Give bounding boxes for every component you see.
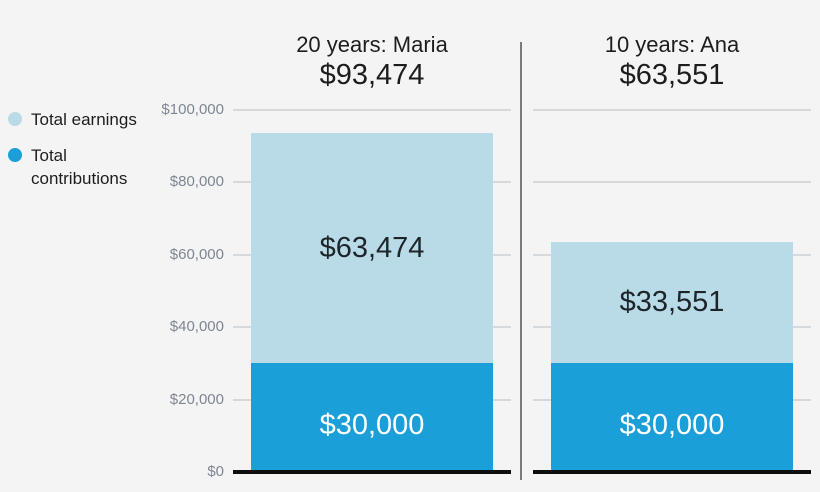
legend-label-contributions: Total contributions xyxy=(31,146,128,188)
contributions-value-label-ana: $30,000 xyxy=(619,409,725,441)
total-value-ana: $63,551 xyxy=(619,59,725,91)
earnings-value-label-maria: $63,474 xyxy=(319,231,425,264)
legend-label-earnings: Total earnings xyxy=(31,110,137,129)
y-tick-60000: $60,000 xyxy=(169,245,224,263)
gridline xyxy=(533,181,811,183)
earnings-swatch-icon xyxy=(8,112,22,126)
contributions-swatch-icon xyxy=(8,148,22,162)
y-tick-20000: $20,000 xyxy=(169,390,224,408)
stacked-bar-ana: $33,551 $30,000 xyxy=(551,241,793,472)
bar-segment-earnings-maria: $63,474 xyxy=(251,133,493,364)
gridline xyxy=(533,108,811,111)
category-label-ana: 10 years: Ana xyxy=(604,32,740,57)
bar-segment-earnings-ana: $33,551 xyxy=(551,241,793,364)
earnings-value-label-ana: $33,551 xyxy=(619,285,725,318)
legend-item-total-contributions: Total contributions xyxy=(8,144,143,190)
legend: Total earnings Total contributions xyxy=(8,108,143,190)
legend-item-total-earnings: Total earnings xyxy=(8,108,143,131)
x-axis-line-ana xyxy=(533,470,811,474)
panel-header-maria: 20 years: Maria $93,474 xyxy=(233,32,511,91)
stacked-bar-maria: $63,474 $30,000 xyxy=(251,133,493,472)
panel-ana: 10 years: Ana $63,551 $33,551 $30,000 xyxy=(533,0,811,492)
contributions-value-label-maria: $30,000 xyxy=(319,409,425,441)
y-tick-40000: $40,000 xyxy=(169,318,224,335)
y-axis: $0 $20,000 $40,000 $60,000 $80,000 $100,… xyxy=(96,0,224,492)
total-value-maria: $93,474 xyxy=(319,59,425,91)
bar-segment-contributions-maria: $30,000 xyxy=(251,363,493,472)
y-tick-80000: $80,000 xyxy=(169,173,224,190)
gridline xyxy=(233,108,511,111)
x-axis-line-maria xyxy=(233,470,511,474)
panel-maria: 20 years: Maria $93,474 $63,474 $30,000 xyxy=(233,0,511,492)
panel-header-ana: 10 years: Ana $63,551 xyxy=(533,32,811,91)
panel-divider xyxy=(520,42,522,480)
category-label-maria: 20 years: Maria xyxy=(296,32,448,57)
y-tick-100000: $100,000 xyxy=(161,100,224,118)
bar-segment-contributions-ana: $30,000 xyxy=(551,363,793,472)
y-tick-0: $0 xyxy=(207,463,224,480)
